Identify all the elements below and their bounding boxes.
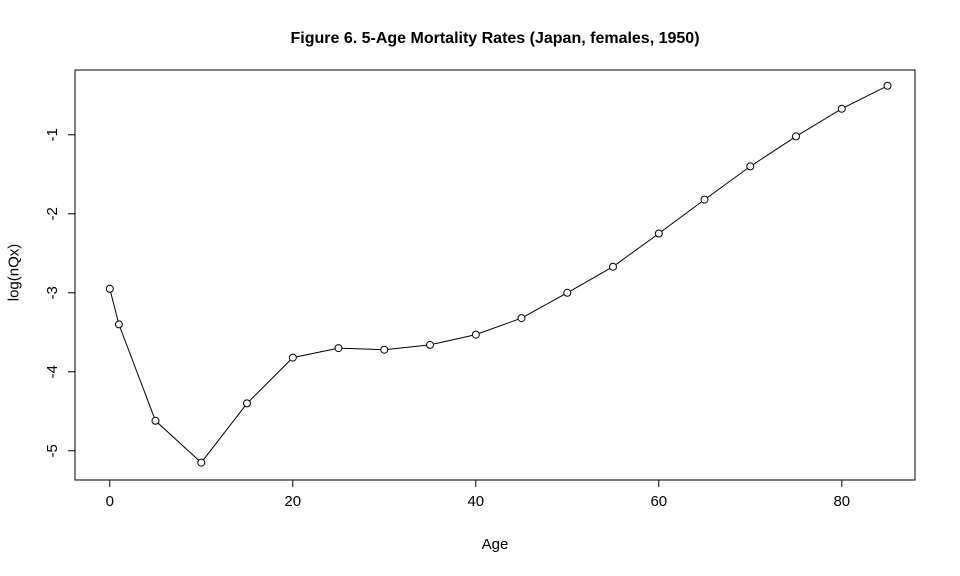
x-axis-label: Age: [481, 536, 509, 553]
data-point-marker: [243, 399, 251, 408]
data-point-marker: [883, 81, 892, 90]
y-axis-label: log(nQx): [5, 243, 23, 302]
x-tick-label: 60: [650, 493, 667, 510]
data-line: [109, 85, 888, 464]
data-point-marker: [334, 344, 343, 353]
data-point-marker: [746, 162, 755, 171]
y-tick-label: -1: [44, 128, 61, 141]
y-tick-label: -4: [44, 365, 61, 378]
data-point-marker: [792, 132, 800, 141]
data-point-marker: [837, 104, 846, 113]
data-point-marker: [105, 284, 114, 293]
y-tick-label: -2: [44, 207, 61, 220]
x-tick-label: 80: [833, 493, 850, 510]
data-point-marker: [654, 229, 663, 238]
data-point-marker: [426, 340, 434, 349]
plot-box: [74, 69, 916, 481]
data-point-marker: [151, 416, 160, 425]
data-point-marker: [288, 353, 297, 362]
y-tick-label: -3: [44, 286, 61, 299]
y-tick-label: -5: [44, 444, 61, 457]
chart-title: Figure 6. 5-Age Mortality Rates (Japan, …: [290, 30, 700, 47]
x-tick-label: 40: [467, 493, 484, 510]
data-point-marker: [471, 330, 480, 339]
data-point-marker: [197, 458, 206, 467]
data-point-marker: [517, 314, 526, 323]
data-point-marker: [380, 345, 389, 354]
data-point-marker: [609, 262, 617, 271]
x-tick-label: 20: [284, 493, 301, 510]
data-point-marker: [114, 320, 123, 329]
x-tick-label: 0: [106, 493, 114, 510]
data-point-marker: [563, 288, 572, 297]
data-point-marker: [700, 195, 709, 204]
